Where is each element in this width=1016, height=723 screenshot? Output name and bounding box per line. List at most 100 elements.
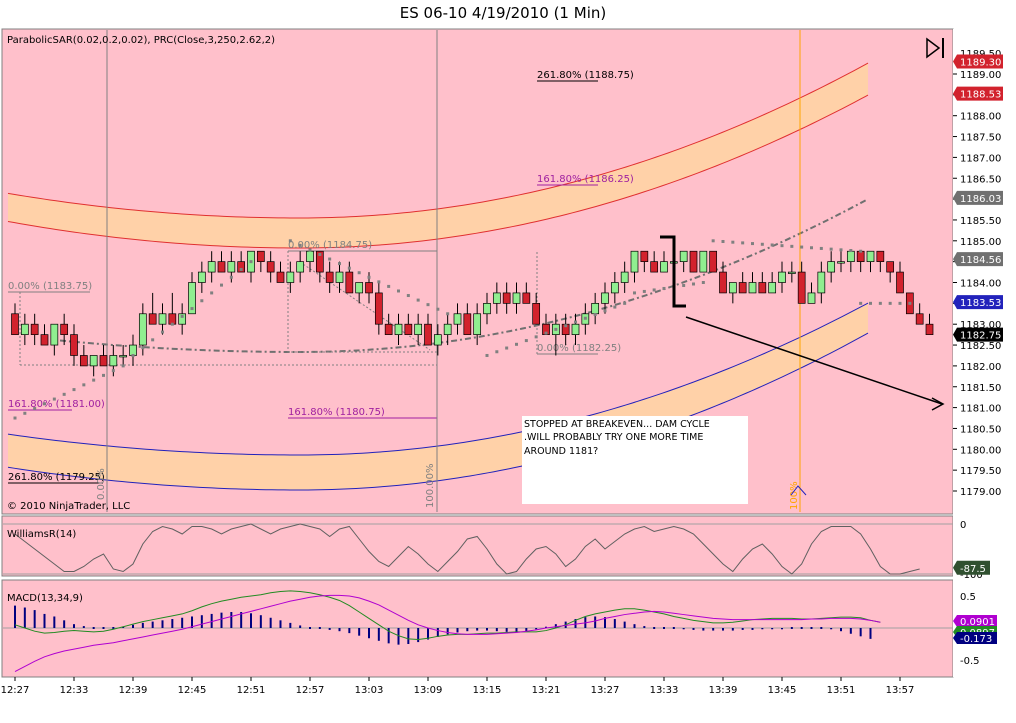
macd-hist-bar bbox=[318, 627, 321, 629]
candle-down bbox=[40, 334, 49, 346]
candle-down bbox=[374, 292, 383, 325]
candle-down bbox=[797, 271, 806, 304]
macd-line bbox=[14, 590, 881, 641]
candles bbox=[11, 250, 934, 377]
candle-down bbox=[237, 261, 246, 273]
sar-dot bbox=[397, 289, 400, 293]
y-tick-label: 1179.50 bbox=[960, 466, 1001, 477]
candle-down bbox=[404, 323, 413, 335]
x-tick-label: 12:39 bbox=[119, 685, 148, 696]
sar-dot bbox=[878, 301, 882, 305]
x-tick-label: 13:33 bbox=[650, 685, 679, 696]
sar-dot bbox=[819, 246, 823, 250]
price-tag-bg bbox=[953, 252, 1003, 267]
candle-down bbox=[11, 313, 19, 335]
candle-down bbox=[30, 323, 39, 335]
candle-down bbox=[650, 261, 659, 273]
sar-dot bbox=[210, 291, 214, 295]
candle-down bbox=[856, 250, 865, 263]
candle-up bbox=[138, 313, 147, 346]
macd-hist-bar bbox=[309, 627, 311, 629]
candle-up bbox=[119, 355, 128, 358]
candle-up bbox=[827, 261, 836, 273]
sar-dot bbox=[180, 314, 184, 318]
candle-down bbox=[424, 323, 432, 346]
sar-dot bbox=[849, 249, 853, 253]
candle-up bbox=[483, 303, 491, 315]
sar-dot bbox=[682, 283, 686, 287]
sar-dot bbox=[190, 307, 194, 311]
sar-dot bbox=[859, 249, 863, 253]
candle-up bbox=[748, 282, 757, 294]
sar-dot bbox=[13, 416, 17, 420]
y-tick-label: 1188.00 bbox=[960, 112, 1001, 123]
price-tag-label: 1188.53 bbox=[960, 90, 1001, 101]
time-axis: 12:27 12:33 12:39 12:45 12:51 12:57 13:03 13:09… bbox=[1, 677, 914, 696]
candle-down bbox=[70, 334, 78, 356]
sar-dot bbox=[377, 280, 381, 284]
candle-up bbox=[207, 261, 216, 273]
sar-dot bbox=[652, 288, 656, 292]
candle-down bbox=[345, 271, 354, 294]
sar-dot bbox=[387, 284, 391, 288]
sar-dot bbox=[288, 239, 292, 243]
price-tag-bg bbox=[953, 54, 1003, 69]
parabolic-sar bbox=[13, 239, 912, 420]
sar-dot bbox=[554, 327, 558, 331]
fib-261-top-label: 261.80% (1188.75) bbox=[537, 70, 634, 81]
macd-tag-label: 0.0901 bbox=[960, 617, 995, 628]
candle-up bbox=[129, 344, 137, 356]
candle-down bbox=[60, 323, 69, 335]
sar-dot bbox=[524, 339, 528, 343]
candle-down bbox=[365, 282, 373, 294]
candle-up bbox=[768, 282, 777, 294]
candle-up bbox=[601, 292, 609, 304]
macd-hist-bar bbox=[102, 627, 105, 629]
candle-down bbox=[148, 313, 157, 325]
sar-dot bbox=[839, 248, 843, 252]
x-tick-label: 13:03 bbox=[355, 685, 384, 696]
candle-up bbox=[492, 292, 501, 304]
macd-tag-label: -0.173 bbox=[960, 634, 992, 645]
macd-hist-bar bbox=[800, 627, 803, 629]
fib-0-vertical: 0.00% bbox=[96, 468, 107, 500]
fib-261-left-label: 261.80% (1179.25) bbox=[8, 472, 105, 483]
macd-label: MACD(13,34,9) bbox=[7, 593, 83, 604]
candle-down bbox=[709, 250, 718, 273]
x-tick-label: 13:21 bbox=[532, 685, 561, 696]
sar-dot bbox=[544, 331, 548, 335]
candle-up bbox=[620, 271, 629, 283]
sar-dot bbox=[633, 291, 636, 295]
candle-up bbox=[699, 250, 708, 273]
x-tick-label: 12:27 bbox=[1, 685, 30, 696]
candle-down bbox=[738, 282, 747, 294]
sar-dot bbox=[33, 407, 37, 411]
macd-hist-bar bbox=[653, 627, 656, 629]
candle-up bbox=[846, 250, 855, 263]
orange-marker-chevron bbox=[790, 485, 807, 496]
candle-down bbox=[896, 271, 904, 294]
scroll-end-icon[interactable] bbox=[922, 36, 948, 60]
x-tick-label: 12:57 bbox=[296, 685, 325, 696]
sar-dot bbox=[406, 294, 410, 298]
candle-up bbox=[306, 250, 314, 263]
macd-hist-bar bbox=[92, 627, 95, 629]
x-tick-label: 13:15 bbox=[473, 685, 502, 696]
y-tick-label: 1186.50 bbox=[960, 174, 1001, 185]
note-line-3: AROUND 1181? bbox=[524, 446, 598, 457]
y-tick-label: 1183.00 bbox=[960, 320, 1001, 331]
candle-up bbox=[20, 323, 29, 335]
sar-dot bbox=[338, 262, 341, 266]
candle-down bbox=[689, 250, 698, 273]
fib-0-left-label: 0.00% (1183.75) bbox=[8, 281, 92, 292]
sar-dot bbox=[52, 397, 56, 401]
x-tick-label: 13:09 bbox=[414, 685, 443, 696]
prc-bands bbox=[7, 62, 869, 491]
macd-hist-bar bbox=[112, 627, 115, 629]
sar-dot bbox=[593, 313, 597, 317]
sar-dot bbox=[574, 320, 577, 324]
price-tag-label: 1186.03 bbox=[960, 194, 1001, 205]
lower-band-outer-line bbox=[7, 332, 869, 491]
sar-dot bbox=[308, 248, 312, 252]
sar-dot bbox=[239, 267, 243, 271]
